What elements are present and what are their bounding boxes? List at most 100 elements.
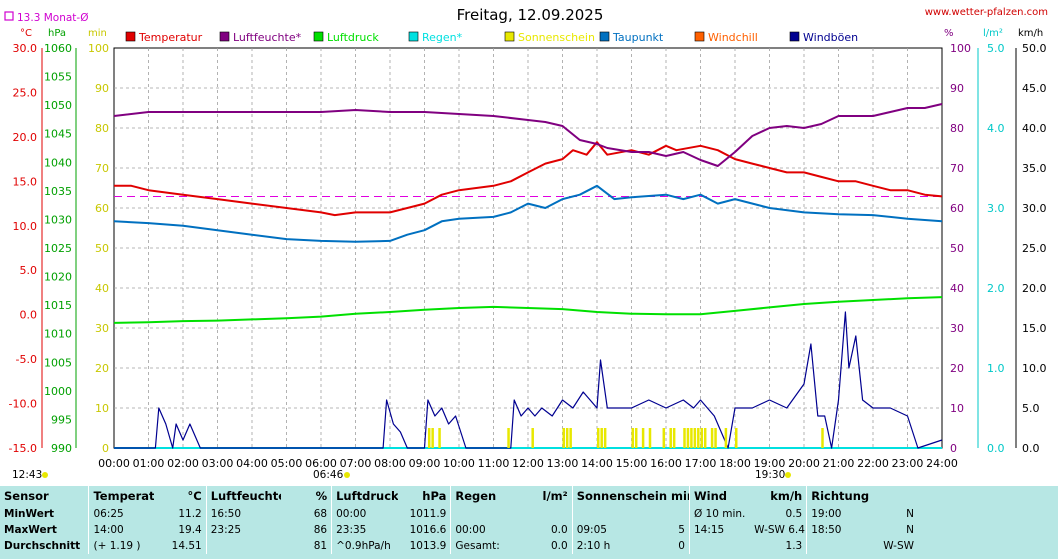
cell: 0.0 bbox=[550, 540, 568, 552]
sunshine-bar bbox=[562, 428, 565, 448]
hdr-sensor: Sensor bbox=[4, 489, 49, 503]
min-tick-label: 100 bbox=[88, 42, 109, 55]
hpa-tick-label: 1060 bbox=[44, 42, 72, 55]
x-tick-label: 24:00 bbox=[926, 457, 958, 470]
hdr-regen: Regen bbox=[450, 486, 512, 506]
legend-label: Windböen bbox=[803, 31, 858, 44]
x-tick-label: 01:00 bbox=[133, 457, 165, 470]
sunshine-bar bbox=[565, 428, 569, 448]
x-tick-label: 14:00 bbox=[581, 457, 613, 470]
min-tick-label: 10 bbox=[95, 402, 109, 415]
hdr-press-unit: hPa bbox=[422, 489, 447, 503]
hpa-tick-label: 990 bbox=[51, 442, 72, 455]
sunshine-bar bbox=[686, 428, 690, 448]
x-tick-label: 19:00 bbox=[754, 457, 786, 470]
cell bbox=[512, 506, 573, 522]
cell: 00:00 bbox=[331, 506, 399, 522]
temp-tick-label: 20.0 bbox=[13, 131, 38, 144]
sunshine-bar bbox=[631, 428, 634, 448]
sunshine-bar bbox=[690, 428, 693, 448]
stats-header-row: Sensor Temperatur °C Luftfeuchte % Luftd… bbox=[0, 486, 918, 506]
wind-tick-label: 15.0 bbox=[1022, 322, 1047, 335]
min-tick-label: 0 bbox=[102, 442, 109, 455]
pct-tick-label: 80 bbox=[950, 122, 964, 135]
x-tick-label: 08:00 bbox=[374, 457, 406, 470]
rain-tick-label: 5.0 bbox=[987, 42, 1005, 55]
hdr-rain-unit: l/m² bbox=[542, 489, 568, 503]
table-row: MaxWert 14:00 19.4 23:25 86 23:35 1016.6… bbox=[0, 522, 918, 538]
pct-tick-label: 40 bbox=[950, 282, 964, 295]
sunshine-bar bbox=[710, 428, 714, 448]
hpa-tick-label: 1025 bbox=[44, 242, 72, 255]
cell: 2:10 h bbox=[571, 538, 660, 554]
hdr-luftfeuchte: Luftfeuchte bbox=[205, 486, 282, 506]
legend-swatch bbox=[789, 31, 800, 42]
sunshine-bar bbox=[724, 428, 728, 448]
legend-label: Temperatur bbox=[138, 31, 203, 44]
cell bbox=[205, 538, 282, 554]
hpa-unit: hPa bbox=[48, 28, 66, 39]
cell: 0.5 bbox=[785, 508, 803, 520]
wind-tick-label: 25.0 bbox=[1022, 242, 1047, 255]
cell: 23:35 bbox=[331, 522, 399, 538]
sunshine-bar bbox=[714, 428, 717, 448]
pct-tick-label: 0 bbox=[950, 442, 957, 455]
sunshine-bar bbox=[600, 428, 603, 448]
cell: W-SW bbox=[883, 540, 914, 552]
hpa-tick-label: 1055 bbox=[44, 71, 72, 84]
series-line-windben bbox=[114, 311, 943, 449]
x-tick-label: 13:00 bbox=[547, 457, 579, 470]
sunshine-bar bbox=[821, 428, 824, 448]
legend-label: Taupunkt bbox=[612, 31, 664, 44]
row-label: MinWert bbox=[4, 508, 55, 520]
sun-mark-icon bbox=[344, 472, 350, 478]
min-tick-label: 30 bbox=[95, 322, 109, 335]
pct-tick-label: 20 bbox=[950, 362, 964, 375]
cell: 0 bbox=[678, 540, 685, 552]
hpa-tick-label: 1020 bbox=[44, 271, 72, 284]
rain-tick-label: 0.0 bbox=[987, 442, 1005, 455]
legend-label: Regen* bbox=[422, 31, 463, 44]
chart-title: Freitag, 12.09.2025 bbox=[457, 6, 604, 24]
sunshine-bar bbox=[697, 428, 700, 448]
sunshine-bar bbox=[648, 428, 652, 448]
min-tick-label: 70 bbox=[95, 162, 109, 175]
min-tick-label: 60 bbox=[95, 202, 109, 215]
series-line-taupunkt bbox=[113, 184, 943, 243]
sunshine-bar bbox=[672, 428, 676, 448]
cell: 23:25 bbox=[205, 522, 282, 538]
x-tick-label: 20:00 bbox=[788, 457, 820, 470]
cell: 11.2 bbox=[178, 508, 202, 520]
cell: Ø 10 min. bbox=[688, 506, 751, 522]
sunshine-bar bbox=[431, 428, 434, 448]
cell: 18:50 bbox=[806, 522, 878, 538]
cell: N bbox=[906, 508, 914, 520]
pct-tick-label: 70 bbox=[950, 162, 964, 175]
legend-swatch bbox=[694, 31, 705, 42]
site-link[interactable]: www.wetter-pfalzen.com bbox=[925, 7, 1048, 18]
table-row: Durchschnitt (+ 1.19 ) 14.51 81 ^0.9hPa/… bbox=[0, 538, 918, 554]
hpa-tick-label: 1000 bbox=[44, 385, 72, 398]
x-tick-label: 18:00 bbox=[719, 457, 751, 470]
sunshine-bar bbox=[634, 428, 638, 448]
wind-tick-label: 35.0 bbox=[1022, 162, 1047, 175]
hpa-tick-label: 1050 bbox=[44, 99, 72, 112]
rain-tick-label: 2.0 bbox=[987, 282, 1005, 295]
hpa-tick-label: 1030 bbox=[44, 213, 72, 226]
cell: 14:00 bbox=[88, 522, 154, 538]
sunrise-icon bbox=[42, 472, 48, 478]
temp-tick-label: 25.0 bbox=[13, 86, 38, 99]
cell: 1.3 bbox=[785, 540, 803, 552]
sunshine-bar bbox=[700, 428, 703, 448]
hpa-tick-label: 1010 bbox=[44, 328, 72, 341]
temp-tick-label: 5.0 bbox=[20, 264, 38, 277]
wind-tick-label: 40.0 bbox=[1022, 122, 1047, 135]
cell: 14.51 bbox=[171, 540, 202, 552]
legend-swatch bbox=[504, 31, 515, 42]
hpa-tick-label: 995 bbox=[51, 413, 72, 426]
axes: 00:00 01:00 02:00 03:00 04:00 05:00 06:00 07:00… bbox=[9, 42, 1047, 470]
hdr-luftdruck: Luftdruck bbox=[331, 486, 399, 506]
cell bbox=[571, 506, 660, 522]
chart-marks bbox=[113, 103, 943, 449]
wind-tick-label: 5.0 bbox=[1022, 402, 1040, 415]
